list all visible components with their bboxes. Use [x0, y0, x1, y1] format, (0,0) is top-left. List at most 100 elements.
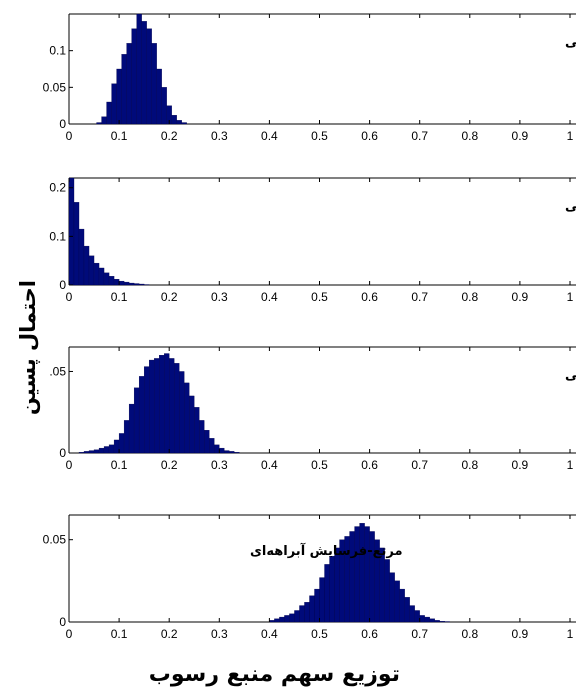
histogram-bar — [234, 452, 240, 454]
x-tick-label: 0.9 — [512, 627, 529, 641]
histogram-bar — [121, 54, 127, 125]
histogram-bar — [174, 363, 180, 454]
x-tick-label: 0.5 — [311, 129, 328, 143]
histogram-bar — [314, 588, 320, 623]
histogram-bar — [108, 444, 115, 454]
histogram-bar — [289, 613, 295, 623]
histogram-bar — [429, 618, 435, 623]
histogram-bar — [93, 262, 100, 286]
y-tick-label: 0 — [59, 117, 66, 131]
histogram-bar — [113, 439, 120, 454]
histogram-bar — [123, 281, 130, 286]
histogram-bar — [169, 358, 175, 454]
histogram-bar — [354, 526, 360, 623]
chart-panel-2: 0 0.1 0.2 0.3 0.4 0.5 0.6 0.7 0.8 0.9 1 0 0.1 0.2 اراض… — [49, 177, 576, 304]
y-tick-label: 0.1 — [49, 229, 66, 243]
histogram-bar — [103, 272, 110, 286]
histogram-bar — [159, 355, 165, 454]
histogram-bar — [138, 283, 145, 286]
histogram-bar — [149, 359, 155, 454]
histogram-bar — [68, 177, 75, 286]
histogram-bar — [384, 559, 390, 623]
histogram-bar — [329, 556, 335, 623]
x-tick-label: 0.4 — [261, 290, 278, 304]
x-tick-label: 0.5 — [311, 627, 328, 641]
histogram-bar — [389, 572, 395, 623]
y-tick-label: 0 — [59, 278, 66, 292]
histogram-bar — [108, 276, 115, 286]
histogram-bar — [279, 616, 285, 623]
histogram-bar — [93, 449, 100, 454]
x-tick-label: 1 — [567, 290, 574, 304]
histogram-bar — [116, 68, 122, 125]
histogram-bar — [284, 615, 290, 623]
histogram-bar — [184, 382, 190, 454]
x-tick-label: 0.1 — [111, 290, 128, 304]
x-tick-label: 0.7 — [411, 290, 428, 304]
histogram-bar — [229, 451, 235, 454]
histogram-bar — [319, 577, 325, 623]
x-tick-label: 0.4 — [261, 458, 278, 472]
x-tick-label: 0 — [66, 458, 73, 472]
x-tick-label: 0 — [66, 627, 73, 641]
x-tick-label: 0.2 — [161, 458, 178, 472]
histogram-bar — [419, 615, 425, 623]
histogram-bar — [179, 371, 185, 454]
histogram-bar — [113, 279, 120, 286]
histogram-bar — [83, 245, 90, 286]
y-tick-label: 0.1 — [49, 44, 66, 58]
histogram-bar — [176, 120, 182, 125]
histogram-bar — [133, 283, 140, 286]
x-tick-label: 1 — [567, 627, 574, 641]
histogram-bar — [194, 407, 200, 454]
histogram-bar — [161, 87, 167, 125]
histogram-bar — [164, 353, 170, 454]
y-tick-label: 0 — [59, 446, 66, 460]
x-tick-label: 0.3 — [211, 627, 228, 641]
x-tick-label: 0.6 — [361, 129, 378, 143]
histogram-bar — [133, 387, 140, 454]
histogram-bar — [151, 43, 157, 125]
histogram-bar — [126, 43, 132, 125]
x-tick-label: 1 — [567, 458, 574, 472]
x-tick-label: 0.1 — [111, 129, 128, 143]
y-tick-label: 0.05 — [43, 80, 67, 94]
histogram-bar — [219, 447, 225, 454]
histogram-bar — [118, 280, 125, 286]
x-tick-label: 0.1 — [111, 458, 128, 472]
chart-panel-3: 0 0.1 0.2 0.3 0.4 0.5 0.6 0.7 0.8 0.9 1 0 .05 اراضی د… — [49, 346, 576, 472]
histogram-bar — [334, 547, 340, 623]
x-tick-label: 0.2 — [161, 129, 178, 143]
histogram-bar — [294, 610, 300, 623]
histogram-bar — [118, 433, 125, 454]
panel-annotation: مرتع-فرسایش سطحی — [565, 35, 576, 50]
histogram-bar — [111, 83, 117, 125]
histogram-bar — [143, 366, 150, 454]
histogram-bar — [414, 610, 420, 623]
histogram-bar — [128, 403, 135, 454]
histogram-bar — [98, 267, 105, 286]
histogram-bar — [439, 621, 445, 623]
histogram-bar — [101, 116, 107, 125]
chart-panel-1: 0 0.1 0.2 0.3 0.4 0.5 0.6 0.7 0.8 0.9 1 0 0.05 0.1 مرت… — [43, 13, 576, 143]
x-tick-label: 0.4 — [261, 627, 278, 641]
histogram-bar — [78, 228, 85, 286]
panel-annotation: اراضی دیم- فرسایش سطحی — [565, 368, 576, 383]
histogram-bar — [103, 446, 110, 454]
x-tick-label: 0.6 — [361, 290, 378, 304]
x-tick-label: 0.5 — [311, 290, 328, 304]
x-tick-label: 0.4 — [261, 129, 278, 143]
histogram-bar — [156, 68, 162, 125]
histogram-bar — [404, 597, 410, 623]
y-axis-label: احتمال پسین — [16, 280, 40, 416]
y-tick-label: .05 — [49, 364, 66, 378]
histogram-bar — [224, 450, 230, 454]
x-tick-label: 0.8 — [461, 627, 478, 641]
x-tick-label: 0.6 — [361, 458, 378, 472]
x-tick-label: 0.8 — [461, 129, 478, 143]
histogram-bar — [131, 28, 137, 125]
histogram-bar — [394, 580, 400, 623]
x-axis-label: توزیع سهم منبع رسوب — [148, 662, 400, 687]
histogram-bar — [98, 447, 105, 454]
